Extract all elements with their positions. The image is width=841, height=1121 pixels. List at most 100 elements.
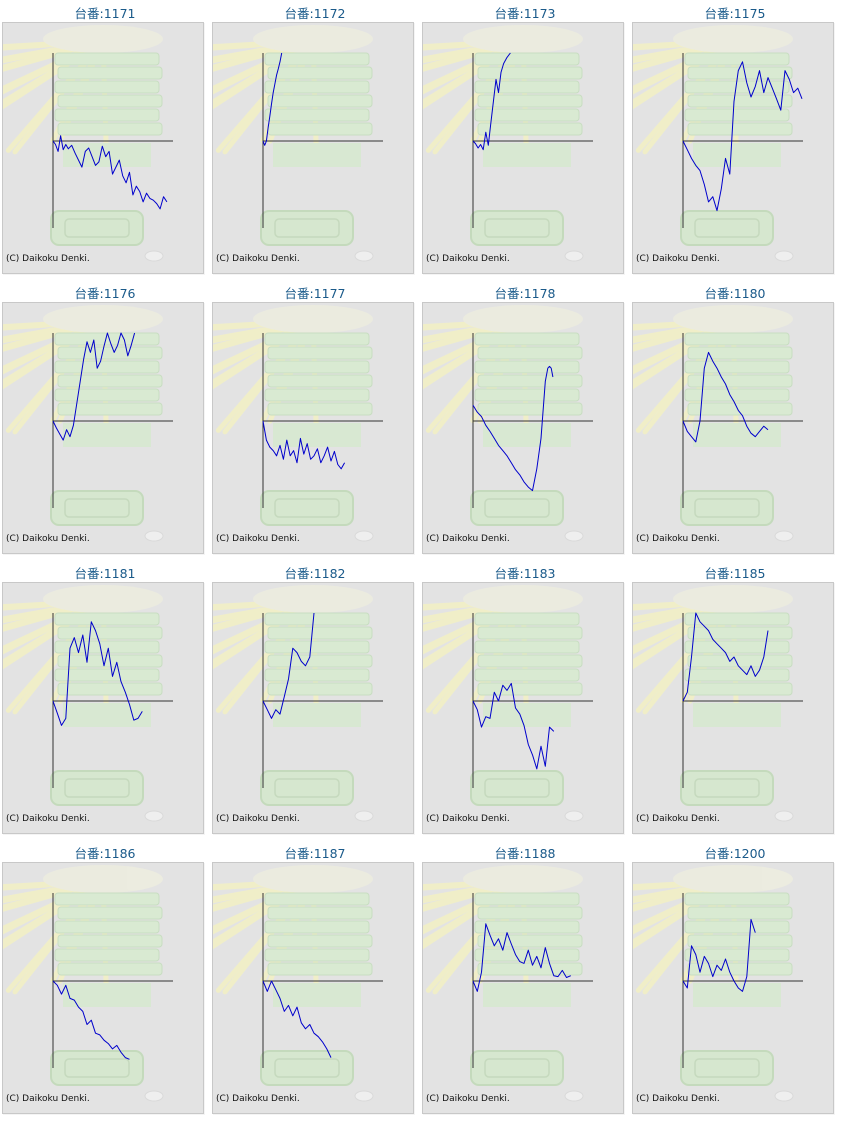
copyright-text: (C) Daikoku Denki. — [6, 254, 90, 264]
line-chart — [3, 865, 173, 1102]
chart-card[interactable]: 台番:1182 (C) Daikoku Denki. — [210, 560, 420, 840]
chart-card[interactable]: 台番:1176 (C) Daikoku Denki. — [0, 280, 210, 560]
chart-card[interactable]: 台番:1172 (C) Daikoku Denki. — [210, 0, 420, 280]
chart-title[interactable]: 台番:1171 — [74, 6, 136, 21]
background-illustration — [213, 585, 374, 822]
box-layer — [684, 108, 790, 122]
chart-panel: (C) Daikoku Denki. — [422, 302, 624, 554]
box-layer — [267, 906, 373, 920]
box-layer — [684, 920, 790, 934]
box-layer — [57, 402, 163, 416]
background-illustration — [3, 865, 164, 1102]
box-layer — [57, 934, 163, 948]
box-layer — [474, 332, 580, 346]
chart-title[interactable]: 台番:1173 — [494, 6, 556, 21]
box-layer — [264, 640, 370, 654]
box-layer — [54, 108, 160, 122]
box-layer — [693, 423, 781, 447]
box-layer — [54, 920, 160, 934]
box-layer — [264, 388, 370, 402]
box-layer — [264, 892, 370, 906]
background-illustration — [213, 25, 374, 262]
chart-card[interactable]: 台番:1177 (C) Daikoku Denki. — [210, 280, 420, 560]
box-layer — [273, 983, 361, 1007]
tray-inner — [274, 218, 340, 238]
box-layer — [264, 332, 370, 346]
box-layer — [54, 892, 160, 906]
box-layer — [693, 983, 781, 1007]
chart-panel: (C) Daikoku Denki. — [212, 862, 414, 1114]
box-layer — [477, 654, 583, 668]
chart-title[interactable]: 台番:1188 — [494, 846, 556, 861]
coin-pile — [43, 25, 163, 53]
series-line — [682, 612, 769, 702]
copyright-text: (C) Daikoku Denki. — [636, 1094, 720, 1104]
chart-card[interactable]: 台番:1183 (C) Daikoku Denki. — [420, 560, 630, 840]
chart-title[interactable]: 台番:1180 — [704, 286, 766, 301]
chart-title[interactable]: 台番:1200 — [704, 846, 766, 861]
chart-card[interactable]: 台番:1200 (C) Daikoku Denki. — [630, 840, 840, 1120]
line-chart — [3, 585, 173, 822]
background-illustration — [633, 865, 794, 1102]
series-line — [472, 365, 554, 492]
chart-title[interactable]: 台番:1178 — [494, 286, 556, 301]
chart-title[interactable]: 台番:1181 — [74, 566, 136, 581]
chart-title[interactable]: 台番:1176 — [74, 286, 136, 301]
box-layer — [477, 94, 583, 108]
box-layer — [54, 52, 160, 66]
tray-inner — [694, 498, 760, 518]
chart-card[interactable]: 台番:1178 (C) Daikoku Denki. — [420, 280, 630, 560]
chart-card[interactable]: 台番:1187 (C) Daikoku Denki. — [210, 840, 420, 1120]
series-line — [682, 351, 769, 443]
chart-title[interactable]: 台番:1182 — [284, 566, 346, 581]
chart-card[interactable]: 台番:1173 (C) Daikoku Denki. — [420, 0, 630, 280]
coin-pile — [673, 585, 793, 613]
copyright-text: (C) Daikoku Denki. — [426, 254, 510, 264]
chart-title[interactable]: 台番:1175 — [704, 6, 766, 21]
chart-title[interactable]: 台番:1172 — [284, 6, 346, 21]
box-layer — [483, 703, 571, 727]
box-layer — [474, 108, 580, 122]
line-chart — [423, 585, 593, 822]
box-layer — [477, 626, 583, 640]
chart-panel: (C) Daikoku Denki. — [422, 582, 624, 834]
background-illustration — [633, 25, 794, 262]
chart-title[interactable]: 台番:1177 — [284, 286, 346, 301]
background-illustration — [423, 865, 584, 1102]
copyright-text: (C) Daikoku Denki. — [426, 534, 510, 544]
tray-inner — [274, 1058, 340, 1078]
copyright-text: (C) Daikoku Denki. — [6, 814, 90, 824]
coin-pile — [253, 305, 373, 333]
background-illustration — [423, 305, 584, 542]
chart-card[interactable]: 台番:1185 (C) Daikoku Denki. — [630, 560, 840, 840]
box-layer — [267, 962, 373, 976]
chart-card[interactable]: 台番:1180 (C) Daikoku Denki. — [630, 280, 840, 560]
background-illustration — [423, 585, 584, 822]
chart-card[interactable]: 台番:1181 (C) Daikoku Denki. — [0, 560, 210, 840]
chart-title[interactable]: 台番:1185 — [704, 566, 766, 581]
chart-panel: (C) Daikoku Denki. — [422, 862, 624, 1114]
chart-panel: (C) Daikoku Denki. — [632, 302, 834, 554]
chart-card[interactable]: 台番:1188 (C) Daikoku Denki. — [420, 840, 630, 1120]
line-chart — [633, 25, 803, 262]
chart-title[interactable]: 台番:1186 — [74, 846, 136, 861]
box-layer — [264, 668, 370, 682]
chart-card[interactable]: 台番:1175 (C) Daikoku Denki. — [630, 0, 840, 280]
chart-title[interactable]: 台番:1183 — [494, 566, 556, 581]
chart-title[interactable]: 台番:1187 — [284, 846, 346, 861]
box-layer — [477, 906, 583, 920]
tray-inner — [694, 778, 760, 798]
chart-card[interactable]: 台番:1171 (C) Daikoku Denki. — [0, 0, 210, 280]
coin-pile — [43, 305, 163, 333]
coin-pile — [253, 865, 373, 893]
box-layer — [483, 983, 571, 1007]
box-layer — [57, 906, 163, 920]
copyright-text: (C) Daikoku Denki. — [426, 814, 510, 824]
box-layer — [474, 892, 580, 906]
chart-card[interactable]: 台番:1186 (C) Daikoku Denki. — [0, 840, 210, 1120]
background-illustration — [423, 25, 584, 262]
series-line — [52, 332, 136, 441]
coin-pile — [463, 585, 583, 613]
box-layer — [54, 80, 160, 94]
box-layer — [684, 612, 790, 626]
